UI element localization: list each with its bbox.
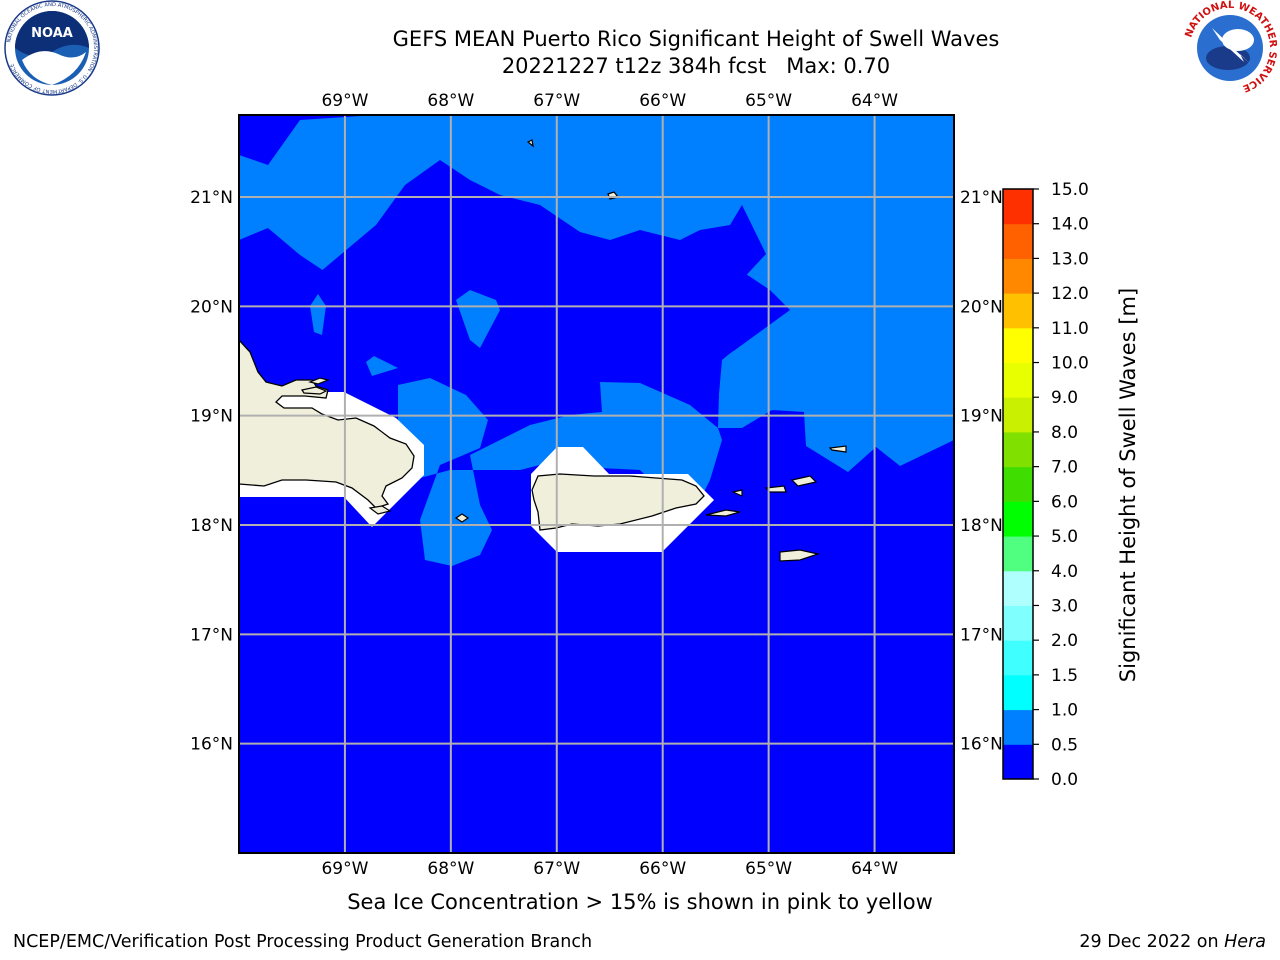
colorbar-tick-label: 3.0 xyxy=(1051,596,1078,616)
map-panel xyxy=(239,115,954,853)
colorbar-segment xyxy=(1003,327,1033,364)
lon-tick-label-top: 67°W xyxy=(533,91,580,111)
colorbar-segment xyxy=(1003,709,1033,745)
footer-host: Hera xyxy=(1224,932,1266,952)
colorbar-tick-label: 0.0 xyxy=(1051,770,1078,790)
lat-tick-label-left: 16°N xyxy=(190,735,233,755)
footer-date-text: 29 Dec 2022 on xyxy=(1079,932,1225,952)
lon-tick-label-bottom: 67°W xyxy=(533,859,580,879)
colorbar-tick-label: 1.5 xyxy=(1051,666,1078,686)
anegada xyxy=(828,445,847,453)
colorbar-tick-label: 6.0 xyxy=(1051,492,1078,512)
lat-tick-label-right: 21°N xyxy=(960,188,1003,208)
colorbar-tick-label: 13.0 xyxy=(1051,249,1089,269)
lat-tick-label-left: 17°N xyxy=(190,625,233,645)
colorbar-tick-label: 1.0 xyxy=(1051,701,1078,721)
puerto-rico-land xyxy=(531,473,705,531)
gridlines xyxy=(239,115,954,853)
hispaniola-land xyxy=(239,339,415,509)
lon-tick-label-bottom: 69°W xyxy=(321,859,368,879)
footer-branch: NCEP/EMC/Verification Post Processing Pr… xyxy=(13,932,593,952)
colorbar-tick-label: 2.0 xyxy=(1051,631,1078,651)
lon-tick-label-bottom: 64°W xyxy=(851,859,898,879)
colorbar-segment xyxy=(1003,223,1033,259)
virgin-islands-c xyxy=(790,475,818,487)
lat-tick-label-left: 21°N xyxy=(190,188,233,208)
colorbar-tick-label: 11.0 xyxy=(1051,319,1089,339)
footer-date: 29 Dec 2022 on Hera xyxy=(1079,932,1266,952)
tortuga xyxy=(308,377,330,385)
title-line-2: 20221227 t12z 384h fcst Max: 0.70 xyxy=(501,54,891,78)
swell-contour-0.5-d xyxy=(310,294,326,335)
svg-text:NOAA: NOAA xyxy=(31,26,73,41)
lon-tick-label-top: 65°W xyxy=(745,91,792,111)
colorbar-tick-label: 12.0 xyxy=(1051,284,1089,304)
lat-tick-label-right: 17°N xyxy=(960,625,1003,645)
swell-contour-0.0-a xyxy=(239,115,376,165)
lon-tick-label-bottom: 68°W xyxy=(427,859,474,879)
swell-contour-0.5-e xyxy=(366,356,398,376)
colorbar-frame xyxy=(1002,188,1034,780)
tick-labels: 69°W 69°W 68°W 68°W 67°W 67°W 66°W 66°W 65°W 65°W… xyxy=(190,91,1003,879)
la-gonave xyxy=(301,386,328,395)
colorbar-segment xyxy=(1003,362,1033,398)
lon-tick-label-top: 66°W xyxy=(639,91,686,111)
lon-tick-label-top: 64°W xyxy=(851,91,898,111)
colorbar-segment xyxy=(1003,674,1033,711)
lat-tick-label-right: 20°N xyxy=(960,297,1003,317)
culebra-vieques xyxy=(705,509,741,517)
colorbar-segment xyxy=(1003,431,1033,468)
lon-tick-label-top: 69°W xyxy=(321,91,368,111)
swell-contour-0.5-b xyxy=(398,378,722,566)
saona-island xyxy=(368,505,392,515)
colorbar-tick-label: 8.0 xyxy=(1051,423,1078,443)
colorbar-segment xyxy=(1003,501,1033,537)
colorbar-segment xyxy=(1003,570,1033,606)
lat-tick-label-right: 18°N xyxy=(960,516,1003,536)
map-frame xyxy=(238,114,955,854)
colorbar-segment xyxy=(1003,744,1033,780)
colorbar-segment xyxy=(1003,189,1033,225)
colorbar-segment xyxy=(1003,605,1033,641)
colorbar-segment xyxy=(1003,536,1033,572)
swell-contour-0.5-f xyxy=(312,140,395,200)
colorbar-label: Significant Height of Swell Waves [m] xyxy=(1116,287,1140,683)
lat-tick-label-right: 16°N xyxy=(960,735,1003,755)
mona-island xyxy=(454,513,470,523)
colorbar-tick-label: 7.0 xyxy=(1051,458,1078,478)
colorbar-segment xyxy=(1003,466,1033,502)
nws-logo: NATIONAL WEATHER SERVICE xyxy=(1183,0,1278,95)
chart-title: GEFS MEAN Puerto Rico Significant Height… xyxy=(140,26,1252,80)
colorbar-tick-label: 9.0 xyxy=(1051,388,1078,408)
lat-tick-label-left: 18°N xyxy=(190,516,233,536)
colorbar-tick-label: 0.5 xyxy=(1051,735,1078,755)
colorbar-tick-label: 10.0 xyxy=(1051,354,1089,374)
colorbar-tick-label: 15.0 xyxy=(1051,180,1089,200)
small-cay-1 xyxy=(526,139,534,148)
colorbar-segment xyxy=(1003,640,1033,676)
title-line-1: GEFS MEAN Puerto Rico Significant Height… xyxy=(392,27,1000,51)
virgin-islands-a xyxy=(731,489,743,497)
colorbar-tick-label: 5.0 xyxy=(1051,527,1078,547)
lon-tick-label-bottom: 65°W xyxy=(745,859,792,879)
colorbar-tick-label: 4.0 xyxy=(1051,562,1078,582)
lat-tick-label-left: 19°N xyxy=(190,407,233,427)
lon-tick-label-bottom: 66°W xyxy=(639,859,686,879)
lat-tick-label-right: 19°N xyxy=(960,407,1003,427)
colorbar-segment xyxy=(1003,397,1033,433)
colorbar-segment xyxy=(1003,258,1033,294)
colorbar-tick-label: 14.0 xyxy=(1051,215,1089,235)
st-croix xyxy=(779,549,821,562)
lat-tick-label-left: 20°N xyxy=(190,297,233,317)
colorbar: 0.0 0.5 1.0 1.5 2.0 3.0 4.0 5.0 6.0 7.0 8.0 9.0 10.0… xyxy=(1002,180,1089,790)
colorbar-segment xyxy=(1003,293,1033,329)
swell-contour-0.5-c xyxy=(456,290,500,348)
lon-tick-label-top: 68°W xyxy=(427,91,474,111)
sea-ice-caption: Sea Ice Concentration > 15% is shown in … xyxy=(347,890,933,914)
swell-contour-0.5-g xyxy=(239,205,330,245)
noaa-logo: NOAA NATIONAL OCEANIC AND ATMOSPHERIC AD… xyxy=(4,0,100,96)
